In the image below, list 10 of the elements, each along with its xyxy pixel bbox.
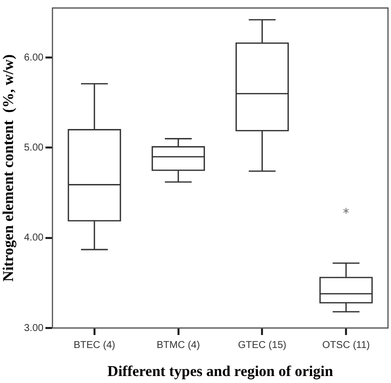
y-tick-label: 5.00 xyxy=(24,142,44,154)
y-tick-label: 3.00 xyxy=(24,322,44,334)
x-tick-label: BTMC (4) xyxy=(156,340,200,351)
x-tick-label: BTEC (4) xyxy=(74,340,116,351)
y-tick-label: 6.00 xyxy=(24,52,44,64)
y-tick-label: 4.00 xyxy=(24,232,44,244)
x-tick-label: OTSC (11) xyxy=(322,340,370,351)
x-axis-title: Different types and region of origin xyxy=(107,364,334,380)
x-tick-label: GTEC (15) xyxy=(238,340,286,351)
y-axis-title: Nitrogen element content (%, w/w) xyxy=(0,54,17,282)
